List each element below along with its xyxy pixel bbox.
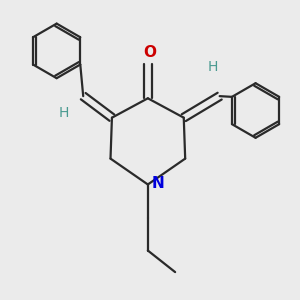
- Text: H: H: [207, 60, 218, 74]
- Text: H: H: [58, 106, 69, 120]
- Text: O: O: [143, 44, 156, 59]
- Text: N: N: [152, 176, 164, 191]
